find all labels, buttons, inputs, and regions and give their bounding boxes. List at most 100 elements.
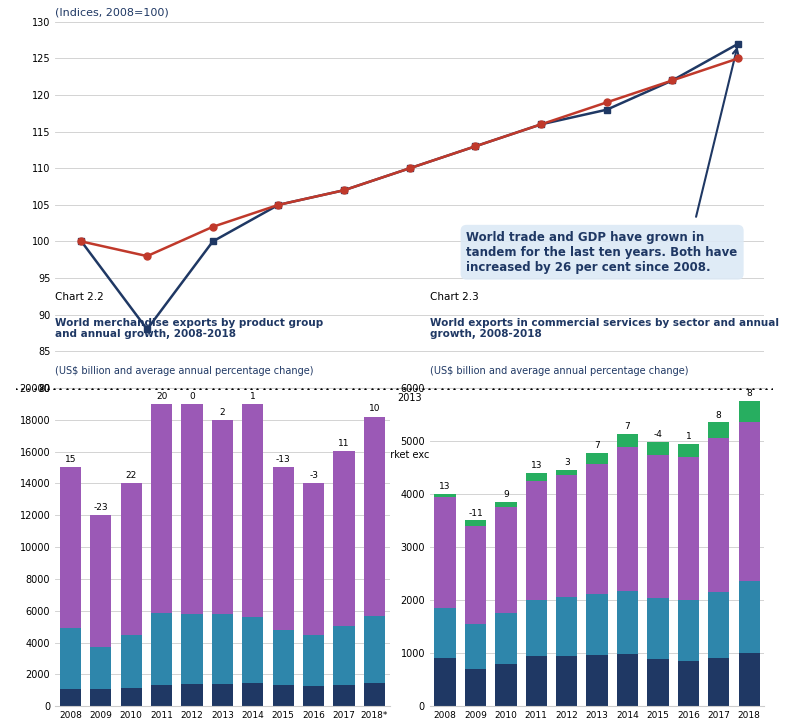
Bar — [647, 660, 668, 706]
Bar — [586, 594, 608, 654]
Bar — [333, 451, 355, 626]
Bar — [434, 608, 455, 658]
Bar — [678, 661, 699, 706]
Bar — [556, 598, 578, 656]
Bar — [586, 453, 608, 464]
Bar — [556, 656, 578, 706]
Text: 10: 10 — [369, 404, 381, 414]
Bar — [90, 647, 111, 689]
Bar — [303, 636, 325, 687]
Text: 22: 22 — [125, 471, 137, 480]
Text: (US$ billion and average annual percentage change): (US$ billion and average annual percenta… — [429, 365, 689, 376]
Text: World exports in commercial services by sector and annual
growth, 2008-2018: World exports in commercial services by … — [429, 318, 779, 339]
Bar — [495, 613, 516, 664]
Bar — [617, 447, 638, 590]
Text: (Indices, 2008=100): (Indices, 2008=100) — [55, 7, 169, 17]
Bar — [181, 404, 203, 614]
Text: -23: -23 — [94, 503, 108, 512]
Bar — [526, 480, 547, 600]
Bar — [333, 684, 355, 706]
Bar — [151, 404, 173, 613]
Text: -13: -13 — [276, 455, 291, 464]
Bar — [364, 616, 385, 683]
Text: 13: 13 — [439, 483, 451, 491]
Bar — [465, 669, 486, 706]
Bar — [738, 653, 760, 706]
Text: -11: -11 — [468, 509, 483, 518]
Bar — [434, 496, 455, 608]
Bar — [708, 658, 730, 706]
Bar — [303, 687, 325, 706]
Bar — [242, 684, 263, 706]
Bar — [90, 515, 111, 647]
Text: Source: WTO estimates, IMF World Economic Outlook.: Source: WTO estimates, IMF World Economi… — [521, 468, 764, 478]
Bar — [273, 467, 294, 630]
Bar — [526, 600, 547, 656]
Bar — [333, 626, 355, 684]
Bar — [121, 688, 142, 706]
Bar — [90, 689, 111, 706]
Text: Chart 2.2: Chart 2.2 — [55, 293, 104, 302]
Bar — [181, 614, 203, 684]
Text: 8: 8 — [746, 389, 752, 398]
Text: World merchandise exports by product group
and annual growth, 2008-2018: World merchandise exports by product gro… — [55, 318, 323, 339]
Bar — [708, 438, 730, 592]
Bar — [465, 526, 486, 624]
Text: 9: 9 — [503, 490, 509, 499]
Bar — [738, 401, 760, 422]
Text: 0: 0 — [189, 392, 195, 400]
Bar — [738, 582, 760, 653]
Text: 8: 8 — [716, 411, 722, 420]
Text: 2: 2 — [220, 408, 225, 416]
Bar — [273, 630, 294, 686]
Text: 20: 20 — [156, 392, 167, 400]
Bar — [647, 455, 668, 598]
Bar — [617, 654, 638, 706]
Bar — [151, 613, 173, 684]
Text: -3: -3 — [309, 471, 318, 480]
Text: -4: -4 — [653, 430, 663, 439]
Bar — [212, 614, 233, 684]
Text: 11: 11 — [338, 438, 350, 448]
Bar — [647, 442, 668, 455]
Bar — [242, 617, 263, 684]
Legend: World merchandise trade volume, World real GDP at market exchange rates: World merchandise trade volume, World re… — [60, 446, 492, 464]
Text: (US$ billion and average annual percentage change): (US$ billion and average annual percenta… — [55, 365, 314, 376]
Text: 3: 3 — [563, 459, 570, 467]
Text: Chart 2.3: Chart 2.3 — [429, 293, 478, 302]
Bar — [434, 494, 455, 496]
Bar — [212, 420, 233, 614]
Bar — [212, 684, 233, 706]
Bar — [121, 636, 142, 688]
Bar — [465, 521, 486, 526]
Bar — [151, 684, 173, 706]
Bar — [708, 592, 730, 658]
Text: 1: 1 — [686, 432, 691, 441]
Bar — [60, 689, 81, 706]
Bar — [60, 628, 81, 689]
Bar — [364, 416, 385, 616]
Bar — [121, 483, 142, 636]
Bar — [495, 507, 516, 613]
Text: World trade and GDP have grown in
tandem for the last ten years. Both have
incre: World trade and GDP have grown in tandem… — [466, 231, 738, 274]
Text: 1: 1 — [250, 392, 256, 400]
Text: 7: 7 — [594, 441, 600, 451]
Bar — [242, 404, 263, 617]
Bar — [617, 434, 638, 447]
Bar — [617, 590, 638, 654]
Bar — [678, 457, 699, 600]
Text: 7: 7 — [625, 422, 630, 432]
Bar — [708, 422, 730, 438]
Bar — [738, 422, 760, 582]
Bar — [495, 502, 516, 507]
Bar — [678, 600, 699, 661]
Bar — [434, 658, 455, 706]
Bar — [60, 467, 81, 628]
Bar — [556, 470, 578, 475]
Bar — [181, 684, 203, 706]
Bar — [273, 686, 294, 706]
Bar — [586, 654, 608, 706]
Bar — [556, 475, 578, 598]
Bar — [647, 598, 668, 660]
Bar — [364, 683, 385, 706]
